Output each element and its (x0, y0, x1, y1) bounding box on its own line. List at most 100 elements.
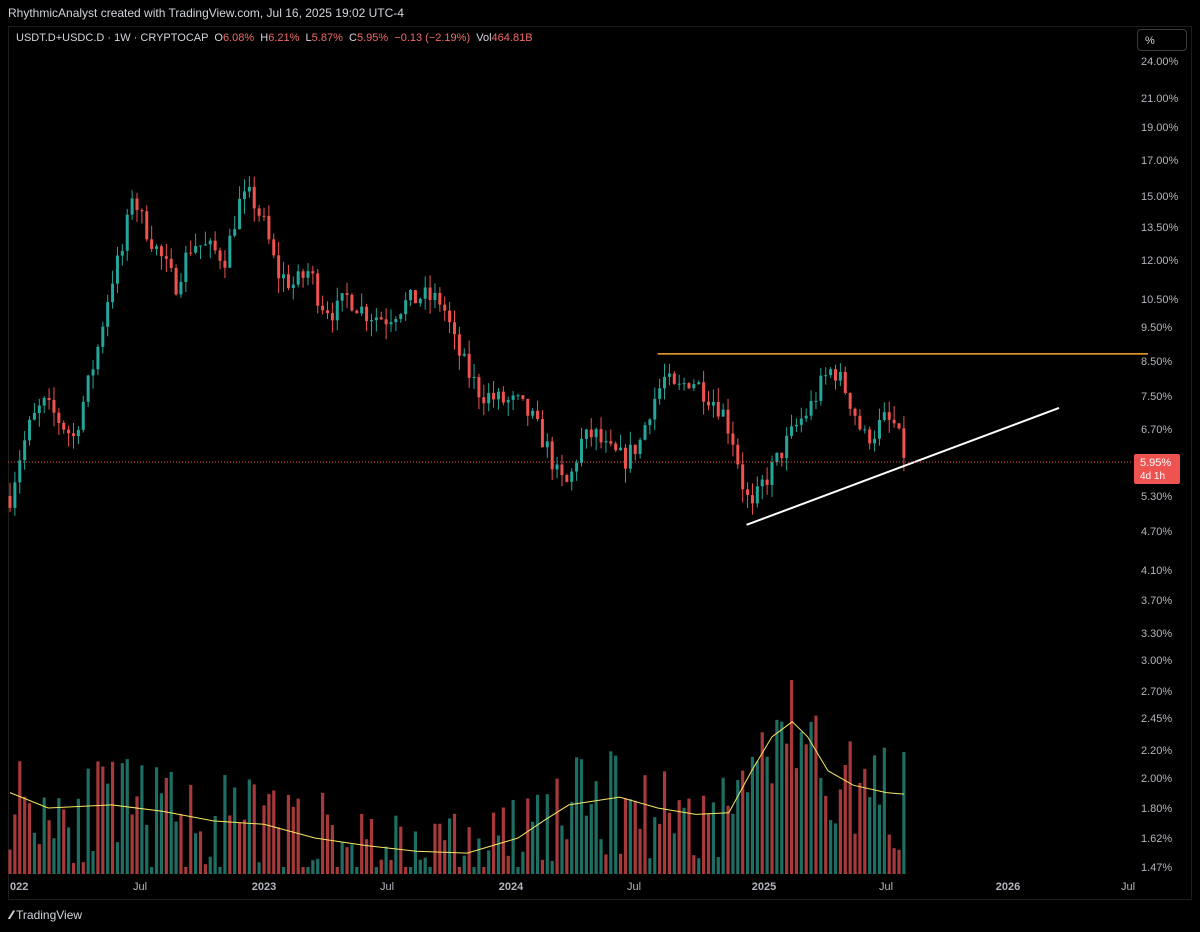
volume-layer (8, 679, 906, 874)
volume-bar (555, 778, 559, 874)
volume-bar (340, 842, 344, 874)
candle-body (472, 377, 476, 379)
candle (682, 377, 686, 391)
candle (286, 265, 290, 291)
candle-body (203, 244, 207, 246)
volume-bar (789, 679, 794, 874)
candle (843, 366, 847, 395)
volume-bar (872, 755, 877, 874)
price-tick-label: 4.70% (1141, 526, 1172, 538)
candle-body (291, 284, 295, 289)
candle-body (326, 310, 329, 314)
candle-body (42, 397, 46, 406)
candle-body (277, 255, 281, 279)
price-tick-label: 9.50% (1141, 322, 1172, 334)
candle (824, 367, 828, 385)
candle-body (799, 418, 803, 425)
candle-body (330, 313, 334, 321)
volume-bar (838, 789, 842, 874)
candle-body (760, 479, 764, 487)
time-tick-label: Jul (879, 881, 893, 893)
volume-bar (91, 851, 95, 874)
candle (272, 233, 276, 259)
candle-body (824, 375, 828, 377)
time-axis: 022 Jul 2023 Jul 2024 Jul 2025 Jul 2026 Jul (10, 881, 1135, 893)
candle-body (62, 422, 66, 430)
volume-bar (374, 867, 378, 874)
candle (57, 407, 61, 436)
tradingview-brand[interactable]: ⁄⁄ TradingView (10, 908, 82, 922)
volume-bar (658, 823, 662, 874)
volume-bar (487, 850, 491, 874)
candle (23, 431, 27, 470)
candle-body (189, 252, 193, 254)
candle (179, 273, 183, 298)
change-value: −0.13 (−2.19%) (394, 32, 471, 44)
volume-bar (540, 859, 545, 874)
candle (413, 289, 417, 304)
volume-bar (482, 867, 486, 874)
symbol-name[interactable]: USDT.D+USDC.D (16, 32, 105, 44)
candle (379, 311, 383, 321)
candle (169, 248, 173, 273)
candle (345, 282, 349, 308)
candle (321, 295, 325, 315)
candle-body (877, 419, 881, 439)
candle-body (741, 464, 745, 490)
candle (76, 425, 80, 445)
candle (887, 401, 891, 433)
candle (511, 390, 515, 411)
candle (702, 370, 706, 415)
candle (731, 421, 735, 457)
support-trendline (746, 407, 1060, 526)
percent-scale-button[interactable]: % (1137, 29, 1187, 51)
candle (858, 409, 862, 431)
candle (838, 363, 842, 387)
volume-bar (526, 798, 530, 874)
candle-body (721, 409, 725, 417)
volume-bar (355, 867, 359, 874)
candle (135, 192, 139, 222)
candle-body (213, 240, 217, 251)
candle-body (746, 489, 750, 496)
candle-body (389, 322, 393, 325)
volume-bar (868, 797, 872, 874)
candle-body (91, 369, 95, 376)
volume-bar (321, 792, 325, 874)
candle-body (897, 423, 901, 429)
candle-body (321, 305, 325, 311)
candle (628, 431, 632, 473)
candle-body (159, 246, 163, 257)
volume-bar (579, 759, 584, 874)
candle-body (726, 409, 730, 434)
candle (521, 395, 525, 401)
volume-bar (833, 823, 838, 874)
volume-bar (785, 743, 789, 874)
volume-bar (589, 804, 593, 874)
candle-body (86, 375, 90, 402)
volume-bar (418, 859, 422, 874)
candle-body (511, 395, 515, 400)
interval-label[interactable]: 1W (114, 32, 131, 44)
volume-bar (863, 768, 867, 874)
candle-body (775, 452, 779, 463)
low-value: 5.87% (311, 32, 343, 44)
candle-body (423, 287, 427, 299)
volume-bar (843, 764, 847, 874)
candle (389, 309, 393, 332)
candle (829, 366, 833, 379)
candle (814, 392, 818, 410)
candle-body (736, 444, 740, 465)
candle (433, 283, 437, 309)
candle-body (819, 375, 823, 401)
last-price-badge-countdown: 4d 1h (1140, 471, 1165, 482)
chart-frame[interactable] (8, 26, 1192, 900)
candle (667, 363, 671, 386)
candle-body (863, 429, 867, 431)
candle (453, 310, 456, 350)
candle (623, 444, 627, 483)
candle-body (374, 317, 378, 321)
candle-body (487, 392, 491, 404)
candle (13, 471, 17, 516)
